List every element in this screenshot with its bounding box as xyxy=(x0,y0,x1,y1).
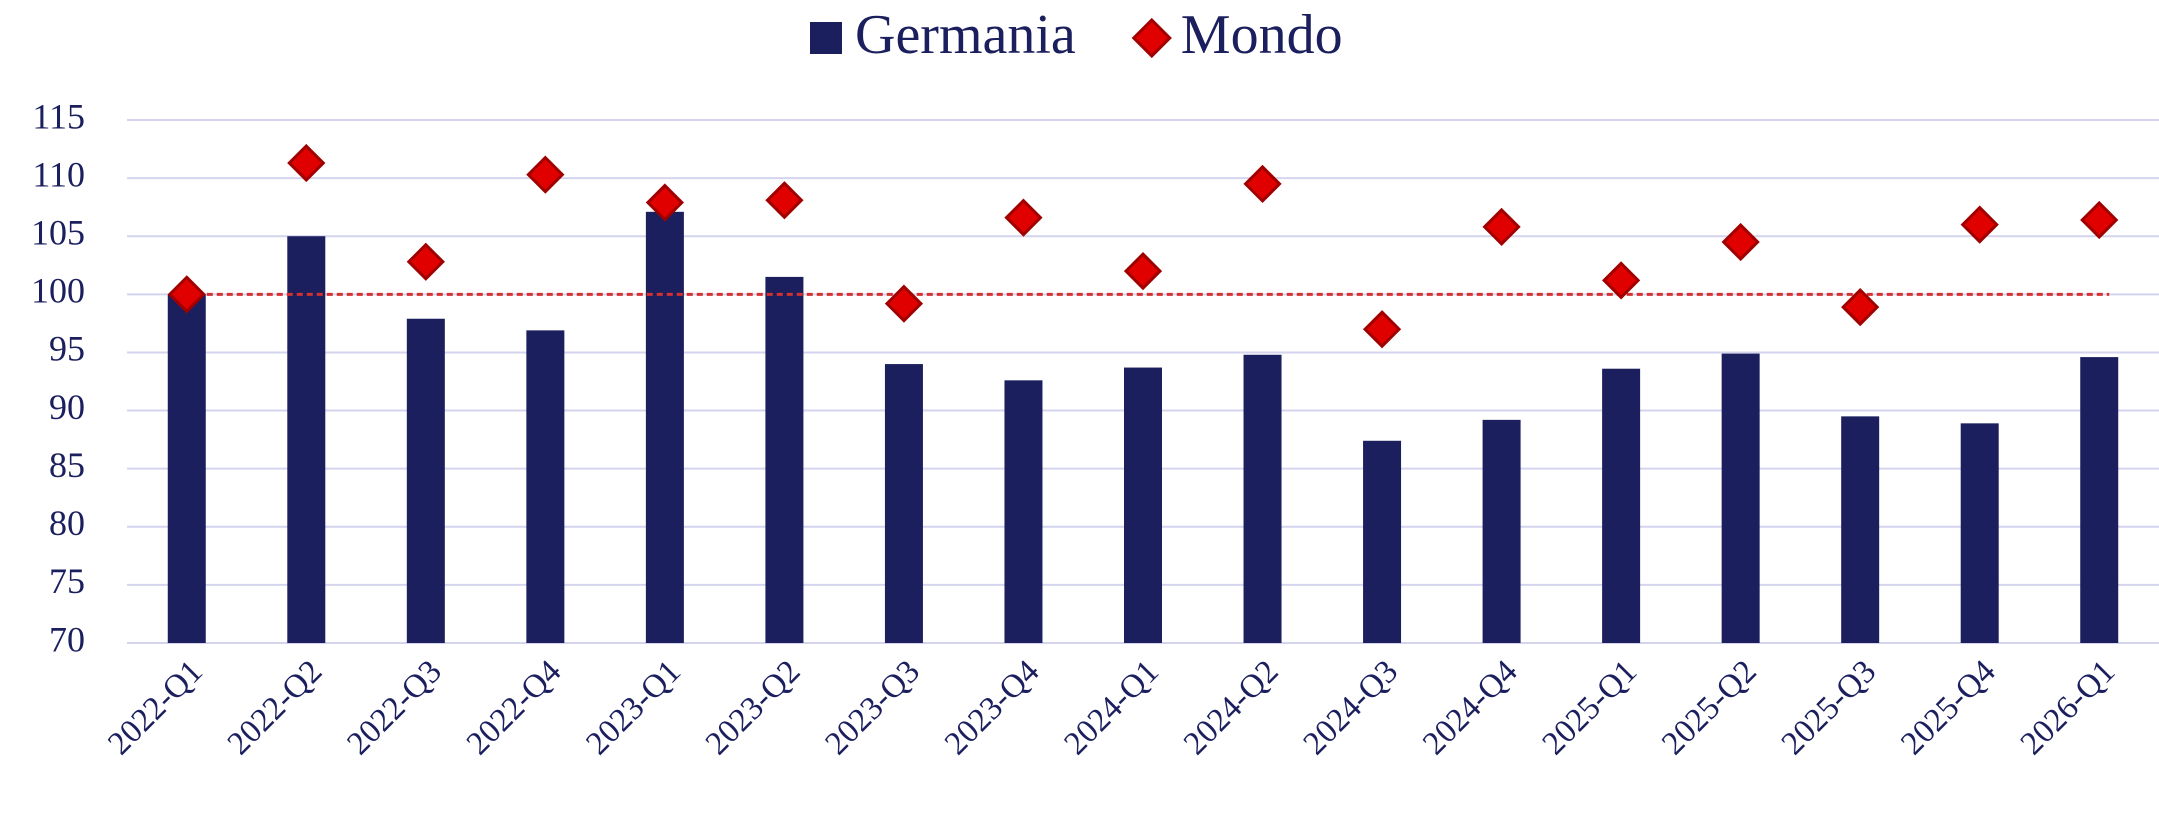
y-tick-label: 75 xyxy=(49,561,85,601)
x-tick-label: 2024-Q4 xyxy=(1416,654,1524,762)
bar xyxy=(526,330,565,643)
diamond-marker xyxy=(2080,200,2119,240)
diamond-marker xyxy=(884,284,924,323)
bar xyxy=(1482,419,1521,643)
x-tick-label: 2023-Q4 xyxy=(938,654,1046,762)
bar xyxy=(1243,354,1282,643)
legend-label: Mondo xyxy=(1181,4,1343,66)
x-tick-label: 2025-Q4 xyxy=(1894,654,2002,762)
y-tick-label: 85 xyxy=(49,445,85,485)
diamond-marker xyxy=(1841,287,1880,327)
diamond-marker xyxy=(1601,261,1641,300)
x-tick-label: 2024-Q1 xyxy=(1058,654,1166,762)
legend-swatch xyxy=(1131,17,1172,59)
x-tick-label: 2023-Q3 xyxy=(819,654,927,762)
y-tick-label: 115 xyxy=(32,96,85,136)
x-tick-label: 2023-Q1 xyxy=(579,654,687,762)
diamond-marker xyxy=(287,143,326,183)
x-tick-label: 2026-Q1 xyxy=(2014,654,2122,762)
diamond-marker xyxy=(1482,207,1521,247)
x-tick-label: 2025-Q2 xyxy=(1655,654,1763,762)
x-tick-label: 2022-Q4 xyxy=(460,654,568,762)
bar xyxy=(2080,357,2119,643)
bar xyxy=(1841,416,1880,643)
diamond-marker xyxy=(167,275,206,314)
diamond-marker xyxy=(406,242,445,281)
diamond-marker xyxy=(1362,310,1402,349)
bar xyxy=(1721,353,1760,643)
bar xyxy=(645,211,684,643)
diamond-marker xyxy=(1721,222,1760,262)
legend-label: Germania xyxy=(855,4,1076,66)
diamond-marker xyxy=(1123,251,1163,291)
x-tick-label: 2024-Q3 xyxy=(1297,654,1405,762)
x-tick-label: 2024-Q2 xyxy=(1177,654,1285,762)
y-tick-label: 105 xyxy=(31,212,85,252)
x-tick-label: 2025-Q3 xyxy=(1775,654,1883,762)
x-tick-label: 2023-Q2 xyxy=(699,654,807,762)
bar xyxy=(1602,368,1641,643)
diamond-marker xyxy=(1004,198,1043,237)
bar xyxy=(1960,423,1999,643)
bar xyxy=(1363,440,1402,643)
x-tick-label: 2022-Q2 xyxy=(221,654,329,762)
y-tick-label: 110 xyxy=(32,154,85,194)
x-tick-label: 2022-Q1 xyxy=(101,654,209,762)
bar xyxy=(287,236,326,643)
bar xyxy=(884,364,923,643)
y-tick-label: 100 xyxy=(31,271,85,311)
bar xyxy=(1124,367,1162,643)
bar xyxy=(1004,380,1043,643)
diamond-marker xyxy=(526,155,565,194)
y-tick-label: 80 xyxy=(49,503,85,543)
diamond-marker xyxy=(1243,164,1282,204)
y-tick-label: 70 xyxy=(49,619,85,659)
diamond-marker xyxy=(765,181,804,220)
x-tick-label: 2025-Q1 xyxy=(1536,654,1644,762)
bar xyxy=(765,276,804,643)
x-tick-label: 2022-Q3 xyxy=(340,654,448,762)
y-tick-label: 90 xyxy=(49,387,85,427)
diamond-marker xyxy=(645,183,685,222)
y-tick-label: 95 xyxy=(49,329,85,369)
diamond-marker xyxy=(1960,205,1999,244)
bar xyxy=(406,318,445,643)
bar xyxy=(167,294,206,643)
legend-swatch xyxy=(810,22,842,54)
